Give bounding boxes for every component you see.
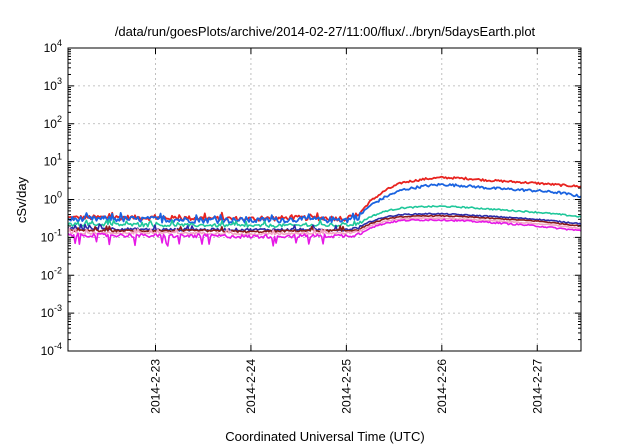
chart-title: /data/run/goesPlots/archive/2014-02-27/1… <box>115 24 536 39</box>
series-line-2 <box>67 182 582 225</box>
x-tick-label: 2014-2-25 <box>339 359 353 414</box>
y-tick-label: 104 <box>44 38 62 55</box>
y-axis-label: cSv/day <box>14 176 29 223</box>
y-tick-label: 103 <box>44 76 62 93</box>
x-tick-label: 2014-2-27 <box>530 359 544 414</box>
x-tick-label: 2014-2-26 <box>435 359 449 414</box>
series-line-3 <box>67 205 582 228</box>
x-axis-label: Coordinated Universal Time (UTC) <box>225 429 424 444</box>
y-tick-label: 100 <box>44 190 62 207</box>
y-tick-label: 10-2 <box>41 265 62 282</box>
y-tick-label: 10-4 <box>41 341 62 358</box>
y-tick-label: 102 <box>44 114 62 131</box>
grid <box>68 48 581 351</box>
y-axis: 10-4 10-3 10-2 10-1 100 101 102 103 104 <box>41 38 581 358</box>
x-tick-label: 2014-2-23 <box>148 359 162 414</box>
y-tick-label: 10-3 <box>41 303 62 320</box>
y-tick-label: 101 <box>44 152 62 169</box>
series-line-7 <box>67 218 582 247</box>
series-layer <box>67 175 582 247</box>
series-line-6 <box>67 217 582 236</box>
y-tick-label: 10-1 <box>41 227 62 244</box>
x-axis: 2014-2-23 2014-2-24 2014-2-25 2014-2-26 2014… <box>148 48 544 414</box>
x-tick-label: 2014-2-24 <box>244 359 258 414</box>
series-line-1 <box>67 175 582 222</box>
